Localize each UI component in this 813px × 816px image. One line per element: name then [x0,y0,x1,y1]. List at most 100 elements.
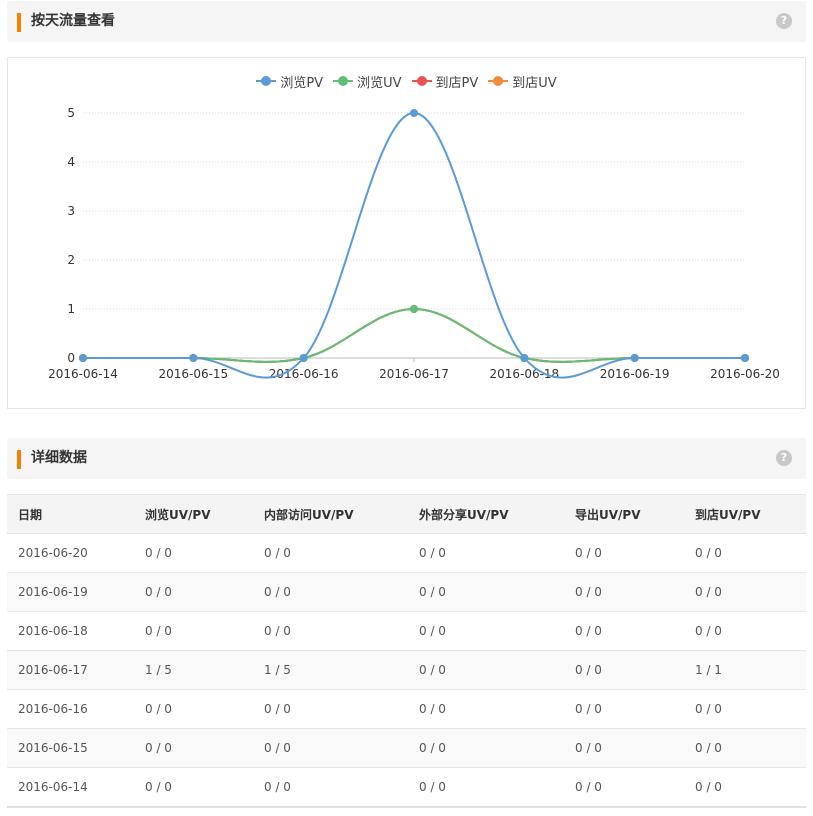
date-cell: 2016-06-19 [7,572,134,612]
series-line [82,111,745,379]
table-header-cell: 日期 [7,494,134,534]
series-line [82,307,745,363]
value-cell: 1 / 5 [134,650,253,690]
value-cell: 0 / 0 [564,611,684,651]
table-header-cell: 到店UV/PV [684,494,806,534]
value-cell: 0 / 0 [564,533,684,573]
value-cell: 0 / 0 [408,728,564,768]
accent-bar [17,450,21,469]
x-tick-label: 2016-06-14 [48,367,118,381]
data-point [79,354,87,362]
x-tick-label: 2016-06-19 [600,367,670,381]
value-cell: 0 / 0 [134,611,253,651]
help-icon[interactable]: ? [776,450,792,466]
date-cell: 2016-06-16 [7,689,134,729]
date-cell: 2016-06-15 [7,728,134,768]
legend-label: 浏览UV [357,76,402,91]
value-cell: 0 / 0 [134,767,253,808]
value-cell: 0 / 0 [564,650,684,690]
data-point [520,354,529,362]
value-cell: 0 / 0 [408,767,564,808]
date-cell: 2016-06-20 [7,533,134,573]
series-line [82,307,745,363]
chart-legend: 浏览PV 浏览UV 到店PV 到店UV [8,72,805,91]
value-cell: 0 / 0 [408,689,564,729]
value-cell: 0 / 0 [564,728,684,768]
data-point [410,305,418,313]
value-cell: 0 / 0 [253,767,408,808]
legend-marker [333,76,354,86]
legend-item[interactable]: 浏览UV [333,72,402,91]
x-tick-label: 2016-06-20 [710,367,780,381]
value-cell: 0 / 0 [134,728,253,768]
value-cell: 0 / 0 [408,572,564,612]
date-cell: 2016-06-14 [7,767,134,808]
accent-bar [17,13,21,32]
value-cell: 0 / 0 [253,611,408,651]
data-point [299,354,308,362]
data-point [410,109,418,117]
legend-label: 到店UV [512,76,557,91]
legend-label: 到店PV [435,76,479,91]
value-cell: 0 / 0 [253,689,408,729]
value-cell: 0 / 0 [408,650,564,690]
table-header-row: 日期 浏览UV/PV 内部访问UV/PV 外部分享UV/PV 导出UV/PV 到店UV/P… [7,494,806,534]
legend-marker [488,76,509,86]
y-tick-label: 4 [67,155,75,169]
data-point [630,354,639,362]
detail-section-title: 详细数据 [31,450,87,466]
value-cell: 0 / 0 [684,767,806,808]
data-point [741,354,749,362]
legend-item[interactable]: 到店UV [488,72,557,91]
value-cell: 0 / 0 [684,611,806,651]
legend-marker [256,76,277,86]
x-tick-label: 2016-06-15 [158,367,228,381]
value-cell: 0 / 0 [134,572,253,612]
legend-item[interactable]: 浏览PV [256,72,323,91]
legend-marker [411,76,432,86]
value-cell: 0 / 0 [253,533,408,573]
value-cell: 0 / 0 [134,689,253,729]
data-point [189,354,198,362]
legend-item[interactable]: 到店PV [411,72,479,91]
y-tick-label: 5 [67,106,75,120]
value-cell: 0 / 0 [134,533,253,573]
value-cell: 0 / 0 [408,611,564,651]
value-cell: 0 / 0 [564,767,684,808]
y-tick-label: 1 [67,302,75,316]
x-tick-label: 2016-06-17 [379,367,449,381]
y-tick-label: 2 [67,253,75,267]
value-cell: 0 / 0 [408,533,564,573]
table-header-cell: 导出UV/PV [564,494,684,534]
value-cell: 0 / 0 [564,689,684,729]
y-tick-label: 0 [67,351,75,365]
date-cell: 2016-06-18 [7,611,134,651]
line-chart-svg: 0 1 2 3 4 5 2016-06-14 2016-06-15 2016-06-16 2016… [48,106,780,381]
table-header-cell: 浏览UV/PV [134,494,253,534]
value-cell: 0 / 0 [684,728,806,768]
value-cell: 0 / 0 [684,689,806,729]
legend-label: 浏览PV [280,76,324,91]
help-icon[interactable]: ? [776,13,792,29]
value-cell: 0 / 0 [684,572,806,612]
x-tick-label: 2016-06-18 [489,367,559,381]
value-cell: 1 / 1 [684,650,806,690]
table-header-cell: 外部分享UV/PV [408,494,564,534]
value-cell: 0 / 0 [684,533,806,573]
value-cell: 0 / 0 [253,728,408,768]
traffic-section-header: 按天流量查看 ? [7,1,806,42]
detail-section-header: 详细数据 ? [7,438,806,479]
x-tick-label: 2016-06-16 [269,367,339,381]
value-cell: 0 / 0 [253,572,408,612]
value-cell: 0 / 0 [564,572,684,612]
traffic-chart: 浏览PV 浏览UV 到店PV 到店UV 0 1 2 3 4 5 2016-06-14 2016-06… [7,57,806,409]
table-header-cell: 内部访问UV/PV [253,494,408,534]
value-cell: 1 / 5 [253,650,408,690]
detail-table: 日期 浏览UV/PV 内部访问UV/PV 外部分享UV/PV 导出UV/PV 到店UV/P… [7,494,806,808]
series-line [82,307,745,363]
